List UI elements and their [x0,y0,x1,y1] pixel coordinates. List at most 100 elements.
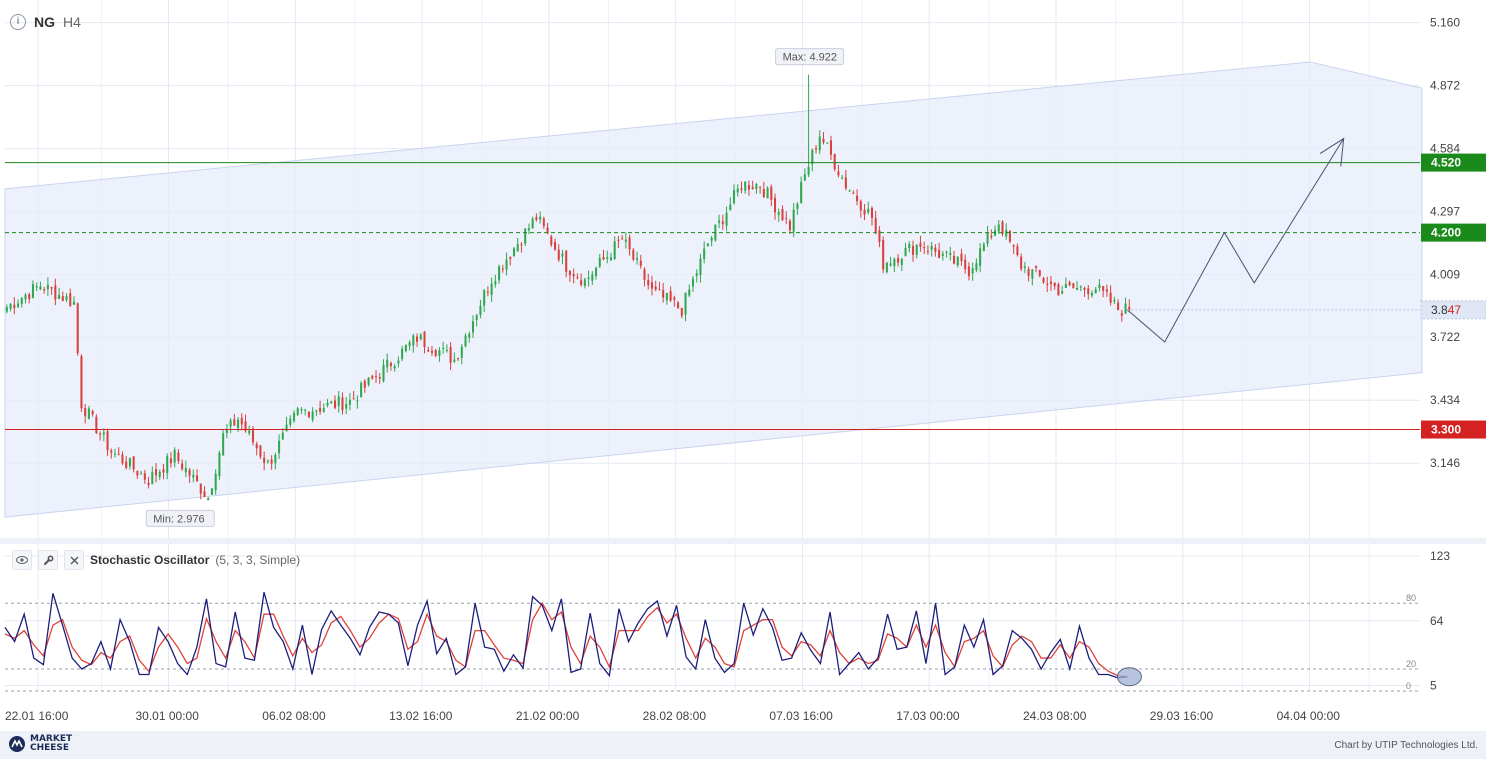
candle-body[interactable] [35,286,38,288]
candle-body[interactable] [747,184,750,190]
candle-body[interactable] [263,457,266,463]
candle-body[interactable] [1124,303,1127,314]
candle-body[interactable] [1102,286,1105,291]
candle-body[interactable] [319,408,322,412]
candle-body[interactable] [1120,313,1123,316]
candle-body[interactable] [240,417,243,425]
candle-body[interactable] [311,411,314,420]
candle-body[interactable] [5,307,8,312]
candle-body[interactable] [818,136,821,151]
candle-body[interactable] [46,284,49,290]
candle-body[interactable] [434,350,437,356]
candle-body[interactable] [307,411,310,417]
candle-body[interactable] [1072,283,1075,289]
candle-body[interactable] [979,248,982,266]
candle-body[interactable] [61,296,64,301]
candle-body[interactable] [199,483,202,494]
candle-body[interactable] [505,259,508,270]
candle-body[interactable] [404,345,407,352]
candle-body[interactable] [274,454,277,464]
candle-body[interactable] [755,184,758,190]
candle-body[interactable] [930,246,933,250]
candle-body[interactable] [1079,286,1082,288]
candle-body[interactable] [677,302,680,308]
candle-body[interactable] [408,342,411,346]
candle-body[interactable] [296,408,299,415]
candle-body[interactable] [188,469,191,476]
candle-body[interactable] [490,283,493,295]
candle-body[interactable] [975,263,978,271]
candle-body[interactable] [900,259,903,265]
candle-body[interactable] [691,278,695,287]
candle-body[interactable] [934,247,937,252]
candle-body[interactable] [1068,281,1071,286]
candle-body[interactable] [222,433,225,456]
candle-body[interactable] [598,257,601,267]
candle-body[interactable] [345,404,348,409]
candle-body[interactable] [662,289,665,298]
candle-body[interactable] [539,216,542,220]
candle-body[interactable] [516,244,519,252]
candle-body[interactable] [1031,269,1034,279]
candle-body[interactable] [718,220,721,223]
close-icon[interactable] [64,550,84,570]
candle-body[interactable] [95,416,98,434]
candle-body[interactable] [1035,266,1038,268]
candle-body[interactable] [967,266,970,277]
candle-body[interactable] [874,218,877,232]
candle-body[interactable] [926,251,929,253]
candle-body[interactable] [87,408,90,419]
candle-body[interactable] [527,228,530,231]
eye-icon[interactable] [12,550,32,570]
candle-body[interactable] [952,255,956,264]
candle-body[interactable] [184,468,187,473]
candle-body[interactable] [815,148,818,150]
candle-body[interactable] [154,469,158,476]
candle-body[interactable] [382,364,385,382]
candle-body[interactable] [919,243,922,247]
candle-body[interactable] [699,258,702,275]
candle-body[interactable] [233,419,236,426]
candle-body[interactable] [151,472,154,484]
candle-body[interactable] [84,408,87,417]
candle-body[interactable] [39,286,42,290]
candle-body[interactable] [423,331,426,348]
candle-body[interactable] [587,277,590,280]
candle-body[interactable] [419,334,422,340]
candle-body[interactable] [483,290,486,306]
candle-body[interactable] [363,381,366,388]
candle-body[interactable] [259,445,262,457]
candle-body[interactable] [971,268,974,274]
candle-body[interactable] [300,409,303,411]
candle-body[interactable] [736,188,739,193]
candle-body[interactable] [602,256,605,260]
candle-body[interactable] [416,336,419,342]
candle-body[interactable] [196,475,199,482]
candle-body[interactable] [732,190,736,204]
candle-body[interactable] [1128,306,1131,310]
candle-body[interactable] [438,350,441,356]
candle-body[interactable] [744,181,747,191]
candle-body[interactable] [688,289,691,296]
candle-body[interactable] [512,248,516,256]
candle-body[interactable] [99,433,102,435]
candle-body[interactable] [442,347,445,349]
candle-body[interactable] [471,321,475,333]
candle-body[interactable] [762,188,765,198]
candle-body[interactable] [281,432,284,440]
candle-body[interactable] [43,289,46,291]
candle-body[interactable] [703,248,706,259]
candle-body[interactable] [889,263,892,266]
candle-body[interactable] [203,491,206,497]
candle-body[interactable] [9,303,12,309]
candle-body[interactable] [949,252,952,255]
candle-body[interactable] [613,241,616,260]
candle-body[interactable] [829,140,832,155]
candle-body[interactable] [278,440,281,454]
candle-body[interactable] [721,221,724,225]
candle-body[interactable] [80,356,83,409]
candle-body[interactable] [1046,283,1049,285]
candle-body[interactable] [609,257,612,261]
candle-body[interactable] [553,241,557,250]
candle-body[interactable] [166,456,169,474]
